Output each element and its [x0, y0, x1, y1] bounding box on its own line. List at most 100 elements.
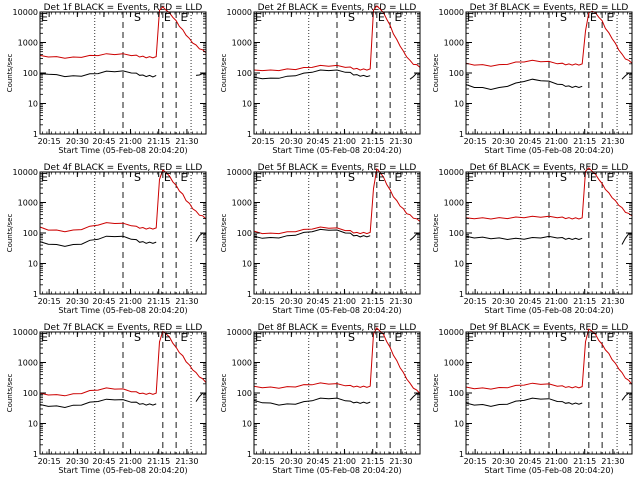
x-tick-label: 21:30 — [175, 457, 198, 466]
x-tick-label: 20:30 — [492, 137, 515, 146]
x-tick-label: 21:30 — [389, 137, 412, 146]
y-tick-label: 1 — [459, 130, 464, 139]
chart-panel: Det 5f BLACK = Events, RED = LLD 1 10 100 10… — [220, 163, 421, 315]
y-tick-label: 10 — [28, 260, 38, 269]
x-tick-label: 21:30 — [389, 297, 412, 306]
event-marker-label: S — [560, 331, 567, 344]
y-tick-label: 1 — [459, 450, 464, 459]
event-marker-label: E — [378, 11, 385, 24]
chart-panel: Det 2f BLACK = Events, RED = LLD 1 10 100 10… — [220, 3, 421, 155]
series-line-lld — [253, 5, 421, 72]
chart-panel: Det 7f BLACK = Events, RED = LLD 1 10 100 10… — [6, 323, 207, 475]
chart-title: Det 9f BLACK = Events, RED = LLD — [470, 323, 629, 333]
x-tick-label: 20:15 — [38, 137, 61, 146]
y-tick-label: 10 — [454, 420, 464, 429]
chart-panel: Det 6f BLACK = Events, RED = LLD 1 10 100 10… — [432, 163, 633, 315]
event-marker-label: E — [164, 171, 171, 184]
y-tick-label: 1000 — [444, 39, 464, 48]
event-marker-label: S — [134, 331, 141, 344]
series-line-lld — [465, 10, 633, 67]
y-tick-label: 100 — [449, 389, 464, 398]
x-tick-label: 21:30 — [601, 457, 624, 466]
y-tick-label: 100 — [449, 69, 464, 78]
event-marker-label: S — [134, 11, 141, 24]
x-tick-label: 20:45 — [92, 137, 115, 146]
y-axis-label: Counts/sec — [220, 54, 228, 93]
x-tick-label: 21:00 — [119, 137, 142, 146]
x-tick-label: 20:45 — [306, 297, 329, 306]
chart-panel: Det 4f BLACK = Events, RED = LLD 1 10 100 10… — [6, 163, 207, 315]
series-line-lld — [465, 167, 633, 220]
x-tick-label: 21:00 — [545, 137, 568, 146]
y-tick-label: 1000 — [232, 359, 252, 368]
event-marker-label: E — [467, 171, 474, 184]
event-marker-label: E — [164, 11, 171, 24]
x-tick-label: 21:30 — [601, 137, 624, 146]
x-axis-label: Start Time (05-Feb-08 20:04:20) — [58, 466, 187, 475]
x-axis-label: Start Time (05-Feb-08 20:04:20) — [272, 466, 401, 475]
y-tick-label: 10 — [28, 420, 38, 429]
y-axis-label: Counts/sec — [6, 54, 14, 93]
y-tick-label: 1000 — [18, 359, 38, 368]
x-tick-label: 20:30 — [280, 137, 303, 146]
x-tick-label: 21:15 — [573, 457, 596, 466]
event-marker-label: E — [467, 331, 474, 344]
x-tick-label: 21:15 — [147, 297, 170, 306]
chart-panel: Det 3f BLACK = Events, RED = LLD 1 10 100 10… — [432, 3, 633, 155]
x-tick-label: 21:30 — [175, 137, 198, 146]
y-axis-label: Counts/sec — [432, 54, 440, 93]
chart-title: Det 1f BLACK = Events, RED = LLD — [44, 3, 203, 13]
y-tick-label: 100 — [23, 389, 38, 398]
x-tick-label: 20:45 — [92, 457, 115, 466]
event-marker-label: E — [590, 331, 597, 344]
y-tick-label: 10000 — [13, 168, 38, 177]
y-tick-label: 10000 — [227, 328, 252, 337]
event-marker-label: E — [394, 11, 401, 24]
y-tick-label: 10000 — [13, 328, 38, 337]
event-marker-label: E — [590, 11, 597, 24]
series-line-lld — [39, 6, 207, 59]
x-tick-label: 21:15 — [361, 297, 384, 306]
y-axis-label: Counts/sec — [220, 214, 228, 253]
y-tick-label: 10000 — [439, 168, 464, 177]
y-tick-label: 10 — [454, 260, 464, 269]
x-tick-label: 20:45 — [92, 297, 115, 306]
x-tick-label: 21:30 — [389, 457, 412, 466]
series-line-lld — [39, 330, 207, 397]
x-tick-label: 21:15 — [147, 137, 170, 146]
y-tick-label: 1000 — [444, 359, 464, 368]
event-marker-label: E — [180, 171, 187, 184]
x-tick-label: 20:45 — [518, 297, 541, 306]
x-tick-label: 20:30 — [280, 297, 303, 306]
y-tick-label: 1 — [33, 290, 38, 299]
y-axis-label: Counts/sec — [432, 214, 440, 253]
x-tick-label: 21:15 — [361, 457, 384, 466]
event-marker-label: S — [560, 171, 567, 184]
y-tick-label: 10 — [28, 100, 38, 109]
event-marker-label: E — [606, 11, 613, 24]
y-tick-label: 1 — [247, 130, 252, 139]
x-tick-label: 21:00 — [119, 457, 142, 466]
x-axis-label: Start Time (05-Feb-08 20:04:20) — [484, 306, 613, 315]
x-axis-label: Start Time (05-Feb-08 20:04:20) — [272, 146, 401, 155]
chart-title: Det 7f BLACK = Events, RED = LLD — [44, 323, 203, 333]
y-tick-label: 1000 — [444, 199, 464, 208]
x-tick-label: 20:30 — [280, 457, 303, 466]
event-marker-label: E — [590, 171, 597, 184]
event-marker-label: E — [255, 11, 262, 24]
chart-panel: Det 8f BLACK = Events, RED = LLD 1 10 100 10… — [220, 323, 421, 475]
x-tick-label: 20:30 — [66, 297, 89, 306]
chart-panel: Det 9f BLACK = Events, RED = LLD 1 10 100 10… — [432, 323, 633, 475]
x-axis-label: Start Time (05-Feb-08 20:04:20) — [272, 306, 401, 315]
x-tick-label: 20:15 — [252, 137, 275, 146]
event-marker-label: E — [378, 171, 385, 184]
y-tick-label: 10000 — [13, 8, 38, 17]
y-tick-label: 10000 — [227, 8, 252, 17]
x-tick-label: 21:00 — [333, 297, 356, 306]
event-marker-label: E — [467, 11, 474, 24]
y-tick-label: 10 — [454, 100, 464, 109]
y-tick-label: 100 — [449, 229, 464, 238]
series-line-lld — [253, 167, 421, 235]
event-marker-label: E — [255, 171, 262, 184]
y-tick-label: 100 — [237, 69, 252, 78]
